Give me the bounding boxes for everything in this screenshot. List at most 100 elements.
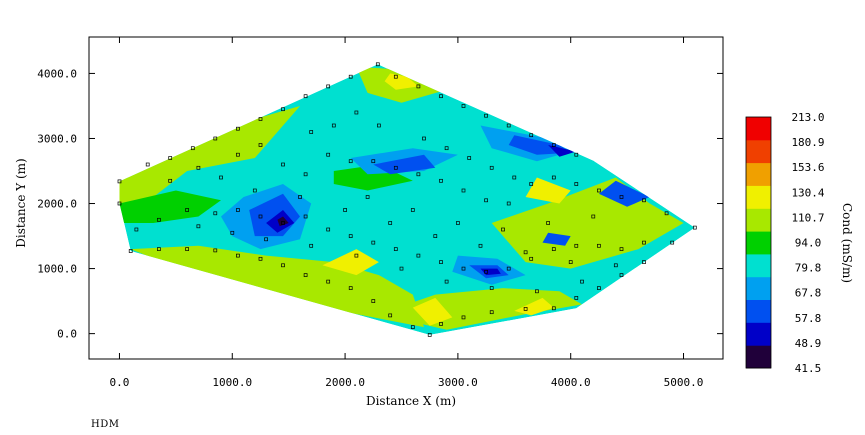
y-tick-label: 3000.0 <box>37 132 77 145</box>
station-marker <box>236 126 240 131</box>
station-marker <box>348 286 353 290</box>
station-marker <box>523 250 528 255</box>
colorbar-segment <box>746 253 771 278</box>
station-marker <box>117 201 122 206</box>
station-marker <box>326 152 331 157</box>
station-marker <box>309 130 314 134</box>
station-marker <box>551 143 556 147</box>
station-marker <box>551 247 556 251</box>
zone-yellow-top <box>384 73 419 90</box>
colorbar-segment <box>746 276 771 300</box>
x-tick-label: 5000.0 <box>664 376 704 389</box>
station-marker <box>213 136 218 141</box>
colorbar-frame <box>745 116 772 369</box>
station-marker <box>484 198 488 203</box>
station-marker <box>439 94 443 99</box>
colorbar-label: 57.8 <box>795 312 822 325</box>
station-marker <box>591 214 596 219</box>
y-tick-label: 4000.0 <box>37 67 77 80</box>
zone-blue-east2 <box>598 180 650 207</box>
zone-green-w <box>119 190 221 223</box>
colorbar-segment <box>746 117 771 141</box>
station-marker <box>326 84 331 89</box>
station-marker <box>489 286 494 290</box>
station-marker <box>529 133 534 138</box>
x-tick-label: 2000.0 <box>325 376 365 389</box>
station-marker <box>535 289 539 294</box>
station-marker <box>670 240 675 245</box>
x-axis: 0.0 1000.0 2000.0 3000.0 4000.0 5000.0 <box>110 37 704 389</box>
station-marker <box>264 237 268 242</box>
station-marker <box>489 165 494 170</box>
station-marker <box>157 247 161 251</box>
station-marker <box>236 152 240 157</box>
colorbar-label: 94.0 <box>795 237 822 250</box>
station-marker <box>410 325 415 329</box>
station-marker <box>439 322 443 326</box>
zone-yellow-mid <box>322 249 379 276</box>
station-marker <box>354 110 359 115</box>
y-tick-label: 2000.0 <box>37 198 77 211</box>
footer-label: HDM <box>91 419 120 430</box>
station-marker <box>439 260 443 264</box>
colorbar-segment <box>746 139 771 164</box>
x-tick-label: 0.0 <box>110 376 130 389</box>
station-marker <box>456 221 460 225</box>
station-marker <box>580 279 584 284</box>
station-marker <box>157 217 161 222</box>
station-marker <box>393 74 398 79</box>
zone-blue-center <box>373 154 436 175</box>
station-marker <box>258 214 263 219</box>
station-marker <box>354 253 359 258</box>
zone-yellow-east <box>525 177 571 204</box>
station-marker <box>461 266 466 271</box>
station-marker <box>303 94 308 99</box>
y-axis: 0.0 1000.0 2000.0 3000.0 4000.0 <box>37 67 723 341</box>
station-marker <box>134 227 139 232</box>
zone-green-south <box>130 245 424 328</box>
station-marker <box>326 279 331 284</box>
station-marker <box>348 74 353 79</box>
zone-blue-east <box>542 232 571 246</box>
station-marker <box>281 221 285 225</box>
station-marker <box>399 266 404 271</box>
station-marker <box>433 234 438 238</box>
station-marker <box>213 211 218 216</box>
station-marker <box>489 310 494 315</box>
colorbar-segment <box>746 231 771 255</box>
station-marker <box>568 260 573 264</box>
station-marker <box>484 269 488 274</box>
station-marker <box>529 182 534 186</box>
station-marker <box>393 165 398 170</box>
station-marker <box>506 123 511 128</box>
station-marker <box>388 221 393 225</box>
colorbar-segment <box>746 345 771 369</box>
station-marker <box>416 253 421 258</box>
station-marker <box>252 188 257 193</box>
station-marker <box>619 247 624 251</box>
station-marker <box>597 188 601 193</box>
station-marker <box>281 162 285 167</box>
station-marker <box>303 172 308 177</box>
station-marker <box>168 156 173 160</box>
x-axis-title: Distance X (m) <box>366 394 456 408</box>
station-marker <box>461 315 466 320</box>
station-marker <box>185 208 189 212</box>
zone-yellow-s1 <box>412 297 453 326</box>
station-marker <box>506 266 511 271</box>
colorbar-title: Cond (mS/m) <box>840 203 854 283</box>
station-marker <box>303 214 308 219</box>
station-marker <box>444 279 449 284</box>
station-marker <box>512 175 517 180</box>
station-marker <box>574 152 579 157</box>
station-marker <box>416 84 421 89</box>
colorbar-label: 67.8 <box>795 287 822 300</box>
colorbar-segment <box>746 299 771 323</box>
zone-green-mid <box>333 164 413 191</box>
station-marker <box>309 243 314 248</box>
station-marker <box>619 273 624 277</box>
station-marker <box>185 247 189 251</box>
y-tick-label: 1000.0 <box>37 263 77 276</box>
station-marker <box>196 165 201 170</box>
